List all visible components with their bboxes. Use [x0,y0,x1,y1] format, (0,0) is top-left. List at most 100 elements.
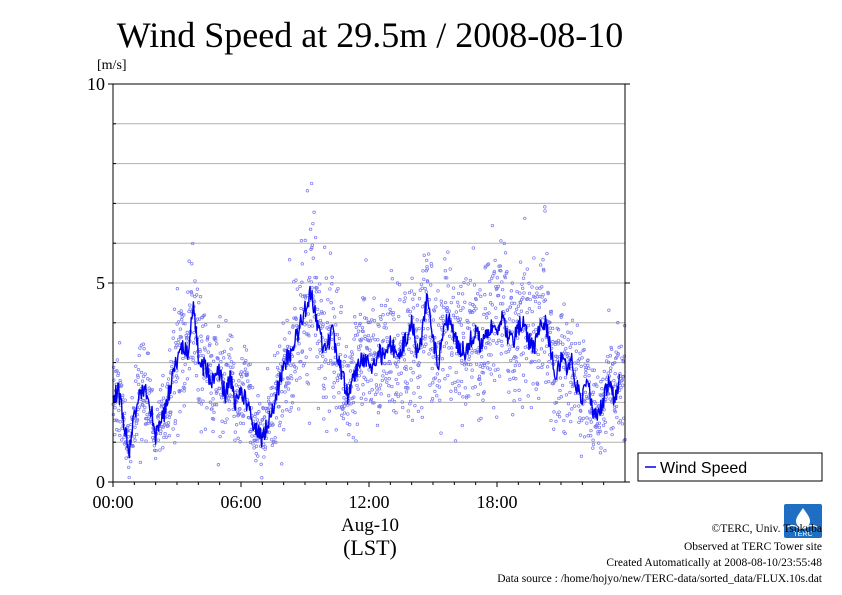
sample-point [509,358,513,363]
sample-point [514,355,518,360]
sample-point [585,416,589,420]
sample-point [385,298,389,302]
x-axis-timezone: (LST) [343,535,397,560]
sample-point [166,377,171,381]
sample-point [467,326,471,331]
sample-point [319,299,323,303]
sample-point [561,342,565,346]
sample-point [354,325,358,330]
sample-point [447,346,451,350]
sample-point [329,358,333,363]
sample-point [182,389,186,393]
sample-point [411,306,416,310]
sample-point [620,356,624,360]
sample-point [160,383,165,387]
sample-point [308,347,312,351]
sample-point [205,379,209,384]
sample-point [254,412,258,416]
sample-point [478,382,483,386]
sample-point [339,310,343,315]
sample-point [186,290,190,294]
sample-point [279,362,283,366]
sample-point [360,325,365,330]
sample-point [537,301,541,305]
sample-point [294,316,298,320]
sample-point [502,295,506,299]
sample-point [534,387,538,391]
sample-point [352,395,356,399]
sample-point [135,418,140,422]
sample-point [425,280,430,284]
sample-point [496,367,500,371]
sample-point [209,370,213,374]
sample-point [299,239,304,243]
legend-box [637,452,823,482]
sample-point [385,380,389,384]
sample-point [205,338,209,342]
sample-point [357,374,361,378]
sample-point [371,308,375,312]
sample-point [377,324,381,328]
sample-point [317,312,321,317]
sample-point [118,380,123,385]
sample-point [136,367,141,372]
sample-point [364,316,369,321]
sample-point [288,409,292,413]
sample-point [274,440,278,444]
sample-point [522,291,526,295]
sample-point [619,385,623,390]
sample-point [244,358,248,363]
sample-point [494,315,498,320]
sample-point [528,297,532,302]
sample-point [332,315,337,319]
sample-point [136,375,140,379]
sample-point [602,408,606,412]
sample-point [223,420,227,425]
sample-point [497,374,502,378]
sample-point [385,371,389,376]
sample-point [341,406,345,411]
sample-point [325,320,330,325]
sample-point [187,259,191,263]
sample-point [489,372,493,376]
sample-point [422,253,426,257]
sample-point [408,309,413,314]
sample-point [211,403,215,407]
sample-point [115,368,119,373]
sample-point [426,252,431,256]
sample-point [564,352,568,356]
sample-point [379,317,383,321]
sample-point [179,335,184,339]
sample-point [345,421,350,425]
sample-point [477,418,481,422]
sample-point [499,352,503,356]
sample-point [611,426,615,430]
sample-point [278,344,282,348]
sample-point [208,363,213,367]
sample-point [304,321,309,325]
sample-point [229,365,233,369]
sample-point [476,292,480,296]
sample-point [120,383,124,387]
sample-point [176,320,181,324]
sample-point [215,342,219,346]
sample-point [142,398,146,403]
sample-point [356,387,360,391]
sample-point [410,418,415,423]
sample-point [283,337,287,341]
sample-point [513,363,517,368]
sample-point [409,289,414,293]
sample-point [206,350,210,354]
sample-point [620,422,625,426]
sample-point [365,346,369,351]
sample-point [111,365,116,369]
sample-point [573,361,577,365]
sample-point [369,397,374,402]
sample-point [191,358,195,362]
sample-point [600,387,604,391]
sample-point [439,431,443,435]
sample-point [495,415,499,419]
sample-point [226,338,230,342]
sample-point [401,405,405,410]
